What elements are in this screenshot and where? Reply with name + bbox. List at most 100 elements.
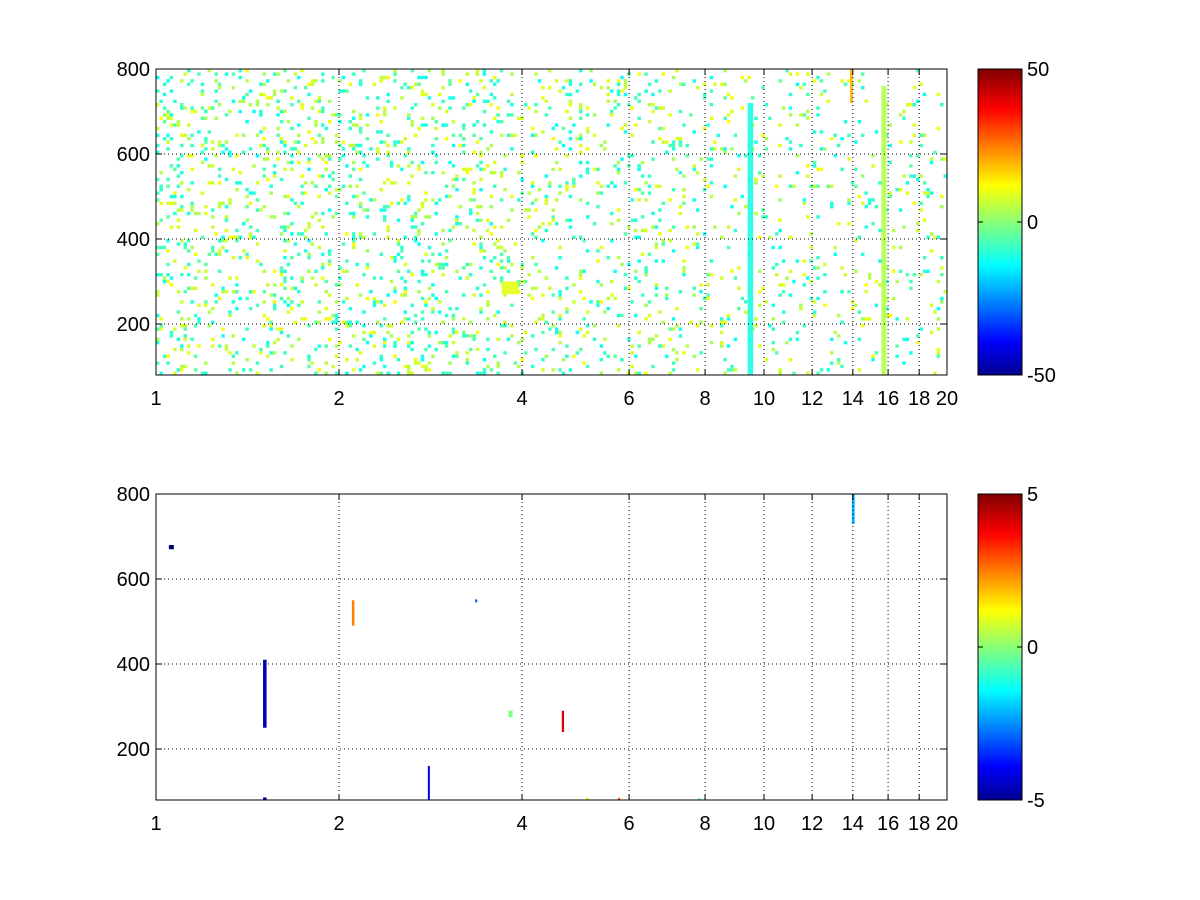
heatmap-cell [661, 126, 665, 131]
heatmap-cell [162, 137, 167, 141]
heatmap-feature [501, 281, 519, 295]
x-tick-label: 2 [333, 388, 344, 410]
heatmap-cell [211, 215, 215, 219]
heatmap-cell [499, 69, 504, 73]
heatmap-cell [812, 164, 817, 168]
x-tick-label: 8 [699, 813, 710, 835]
heatmap-cell [579, 69, 583, 73]
heatmap-cell [352, 167, 356, 171]
heatmap-cell [530, 296, 535, 301]
heatmap-cell [345, 201, 349, 205]
heatmap-cell [675, 358, 679, 362]
heatmap-cell [211, 320, 215, 324]
heatmap-cell [207, 324, 212, 328]
heatmap-cell [379, 354, 383, 358]
heatmap-cell [788, 106, 793, 110]
heatmap-cell [403, 317, 408, 321]
heatmap-cell [407, 194, 411, 199]
heatmap-cell [493, 82, 497, 86]
heatmap-cell [479, 242, 483, 246]
heatmap-cell [462, 123, 466, 127]
heatmap-cell [795, 82, 800, 86]
heatmap-cell [479, 245, 483, 250]
heatmap-cell [699, 351, 703, 355]
heatmap-cell [283, 269, 287, 273]
heatmap-cell [754, 116, 758, 120]
heatmap-cell [358, 82, 363, 86]
heatmap-cell [802, 273, 806, 277]
heatmap-cell [523, 330, 528, 335]
heatmap-cell [840, 364, 844, 369]
heatmap-cell [503, 351, 507, 355]
heatmap-cell [847, 290, 851, 294]
heatmap-cell [358, 201, 363, 205]
heatmap-cell [603, 310, 607, 314]
heatmap-cell [331, 75, 335, 80]
heatmap-cell [235, 188, 239, 192]
heatmap-cell [269, 351, 273, 355]
heatmap-cell [678, 109, 683, 114]
heatmap-cell [599, 245, 604, 250]
heatmap-cell [847, 79, 851, 83]
heatmap-cell [572, 283, 576, 287]
heatmap-cell [334, 327, 339, 331]
heatmap-cell [279, 177, 284, 182]
heatmap-cell [775, 184, 779, 188]
heatmap-cell [382, 113, 387, 117]
heatmap-cell [448, 371, 452, 375]
heatmap-cell [403, 137, 408, 141]
heatmap-cell [885, 313, 889, 318]
heatmap-cell [197, 320, 201, 324]
heatmap-cell [867, 273, 872, 277]
heatmap-cell [434, 347, 439, 352]
heatmap-cell [596, 249, 600, 253]
heatmap-cell [479, 307, 483, 311]
heatmap-cell [180, 324, 184, 328]
heatmap-cell [403, 279, 408, 284]
heatmap-cell [482, 99, 487, 103]
heatmap-cell [338, 283, 342, 287]
heatmap-cell [266, 79, 270, 83]
heatmap-cell [843, 120, 848, 124]
heatmap-cell [857, 235, 862, 239]
heatmap-cell [382, 205, 387, 209]
heatmap-cell [895, 317, 899, 321]
heatmap-cell [637, 344, 641, 348]
heatmap-cell [410, 215, 414, 219]
heatmap-cell [709, 147, 714, 151]
heatmap-cell [854, 269, 858, 273]
heatmap-cell [259, 143, 263, 148]
heatmap-cell [620, 358, 624, 362]
heatmap-cell [180, 364, 184, 369]
heatmap-cell [943, 157, 947, 161]
heatmap-cell [812, 266, 817, 270]
heatmap-cell [204, 109, 208, 114]
heatmap-cell [283, 279, 287, 284]
heatmap-cell [393, 344, 397, 348]
heatmap-cell [585, 310, 590, 314]
heatmap-cell [255, 228, 260, 233]
heatmap-cell [427, 330, 432, 335]
heatmap-cell [297, 290, 301, 294]
heatmap-cell [156, 89, 160, 93]
heatmap-cell [898, 188, 903, 192]
heatmap-cell [334, 317, 339, 321]
heatmap-cell [733, 276, 738, 280]
heatmap-cell [885, 133, 889, 137]
heatmap-cell [259, 262, 263, 267]
heatmap-cell [486, 99, 490, 103]
heatmap-cell [534, 347, 538, 352]
heatmap-cell [874, 279, 879, 284]
heatmap-cell [283, 143, 287, 148]
heatmap-cell [579, 133, 583, 137]
heatmap-cell [231, 334, 236, 338]
heatmap-cell [235, 133, 239, 137]
heatmap-cell [331, 313, 335, 318]
heatmap-cell [630, 344, 635, 348]
heatmap-cell [286, 194, 291, 199]
heatmap-cell [462, 150, 466, 154]
heatmap-cell [338, 113, 342, 117]
heatmap-cell [197, 303, 201, 307]
heatmap-cell [898, 113, 903, 117]
